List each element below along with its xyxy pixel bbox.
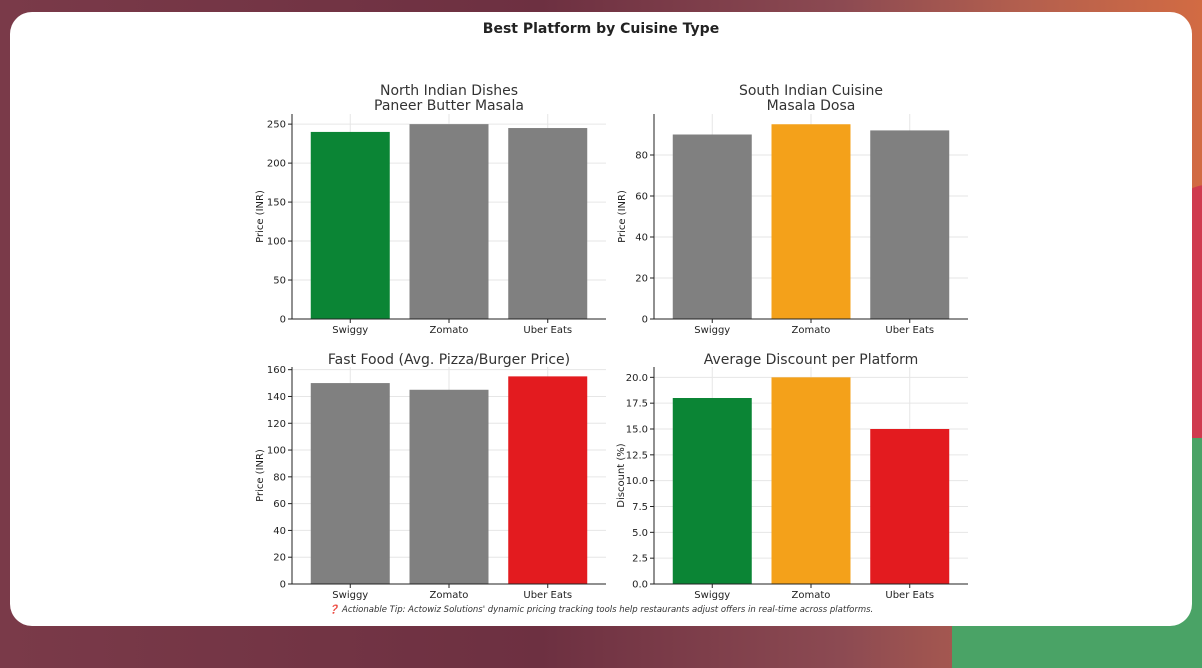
discount-y-tick-label: 0.0	[632, 580, 648, 591]
discount-y-tick-label: 7.5	[632, 502, 648, 513]
discount-y-tick-label: 17.5	[626, 399, 648, 410]
actionable-tip: ❓ Actionable Tip: Actowiz Solutions' dyn…	[328, 605, 874, 615]
discount-x-tick-label: Swiggy	[694, 590, 730, 601]
discount-y-tick-label: 12.5	[626, 450, 648, 461]
fast-food-y-tick-label: 100	[267, 446, 286, 457]
north-indian-title-line-1: North Indian Dishes	[380, 83, 518, 99]
fast-food-bar-swiggy	[310, 383, 390, 584]
south-indian-y-tick-label: 40	[635, 233, 648, 244]
fast-food-y-tick-label: 40	[273, 526, 286, 537]
fast-food-bar-zomato	[409, 389, 489, 584]
discount-y-tick-label: 20.0	[626, 373, 648, 384]
discount-bar-zomato	[771, 377, 851, 584]
north-indian-x-tick-label: Uber Eats	[523, 325, 572, 336]
discount-y-tick-label: 15.0	[626, 425, 648, 436]
discount-y-tick-label: 10.0	[626, 476, 648, 487]
fast-food-y-tick-label: 80	[273, 472, 286, 483]
south-indian-bar-swiggy	[672, 134, 752, 319]
south-indian-x-tick-label: Swiggy	[694, 325, 730, 336]
north-indian-x-tick-label: Swiggy	[332, 325, 368, 336]
fast-food-bar-uber-eats	[508, 376, 588, 584]
fast-food-y-tick-label: 160	[267, 365, 286, 376]
south-indian-title-line-1: South Indian Cuisine	[739, 83, 883, 99]
chart-discount: 0.0 2.5 5.0 7.5 10.0 12.5 15.0 17.5 20.0 Swiggy Zo…	[597, 337, 968, 601]
chart-north-indian: 0 50 100 150 200 250 Swiggy Zomato Uber Eats Pric…	[235, 67, 606, 337]
figure-title: Best Platform by Cuisine Type	[482, 21, 720, 37]
north-indian-bar-uber-eats	[508, 128, 588, 319]
south-indian-title-line-2: Masala Dosa	[767, 98, 856, 114]
discount-x-tick-label: Zomato	[792, 590, 831, 601]
fast-food-y-tick-label: 120	[267, 419, 286, 430]
south-indian-x-tick-label: Uber Eats	[885, 325, 934, 336]
south-indian-y-tick-label: 0	[642, 315, 648, 326]
discount-bar-swiggy	[672, 398, 752, 584]
north-indian-y-tick-label: 200	[267, 159, 286, 170]
fast-food-y-axis-label: Price (INR)	[255, 449, 266, 502]
chart-south-indian-svg: 0 20 40 60 80 Swiggy Zomato Uber Eats Price (INR…	[617, 83, 968, 336]
chart-north-indian-svg: 0 50 100 150 200 250 Swiggy Zomato Uber Eats Pric…	[255, 83, 606, 336]
fast-food-y-tick-label: 0	[280, 580, 286, 591]
north-indian-bar-swiggy	[310, 131, 390, 319]
south-indian-bar-uber-eats	[870, 130, 950, 319]
fast-food-x-tick-label: Zomato	[430, 590, 469, 601]
fast-food-x-tick-label: Swiggy	[332, 590, 368, 601]
chart-south-indian: 0 20 40 60 80 Swiggy Zomato Uber Eats Price (INR…	[597, 67, 968, 337]
north-indian-y-tick-label: 0	[280, 315, 286, 326]
south-indian-x-tick-label: Zomato	[792, 325, 831, 336]
discount-y-tick-label: 5.0	[632, 528, 648, 539]
south-indian-y-tick-label: 20	[635, 274, 648, 285]
discount-title-line-1: Average Discount per Platform	[704, 352, 919, 368]
north-indian-bar-zomato	[409, 124, 489, 319]
south-indian-y-tick-label: 80	[635, 151, 648, 162]
south-indian-y-tick-label: 60	[635, 192, 648, 203]
north-indian-title-line-2: Paneer Butter Masala	[374, 98, 524, 114]
chart-fast-food-svg: 0 20 40 60 80 100 120 140 160 Swiggy Zomato Uber Ea…	[255, 352, 606, 601]
discount-bar-uber-eats	[870, 429, 950, 584]
chart-card: Best Platform by Cuisine Type 0 50 100 150 2…	[10, 12, 1192, 626]
fast-food-title-line-1: Fast Food (Avg. Pizza/Burger Price)	[328, 352, 570, 368]
south-indian-y-axis-label: Price (INR)	[617, 190, 628, 243]
discount-y-tick-label: 2.5	[632, 554, 648, 565]
discount-y-axis-label: Discount (%)	[616, 443, 627, 507]
north-indian-y-tick-label: 100	[267, 237, 286, 248]
fast-food-x-tick-label: Uber Eats	[523, 590, 572, 601]
discount-x-tick-label: Uber Eats	[885, 590, 934, 601]
chart-fast-food: 0 20 40 60 80 100 120 140 160 Swiggy Zomato Uber Ea…	[235, 337, 606, 601]
fast-food-y-tick-label: 140	[267, 392, 286, 403]
north-indian-y-axis-label: Price (INR)	[255, 190, 266, 243]
north-indian-y-tick-label: 50	[273, 276, 286, 287]
north-indian-x-tick-label: Zomato	[430, 325, 469, 336]
chart-discount-svg: 0.0 2.5 5.0 7.5 10.0 12.5 15.0 17.5 20.0 Swiggy Zo…	[616, 352, 968, 601]
north-indian-y-tick-label: 150	[267, 198, 286, 209]
south-indian-bar-zomato	[771, 124, 851, 319]
fast-food-y-tick-label: 60	[273, 499, 286, 510]
north-indian-y-tick-label: 250	[267, 120, 286, 131]
fast-food-y-tick-label: 20	[273, 553, 286, 564]
